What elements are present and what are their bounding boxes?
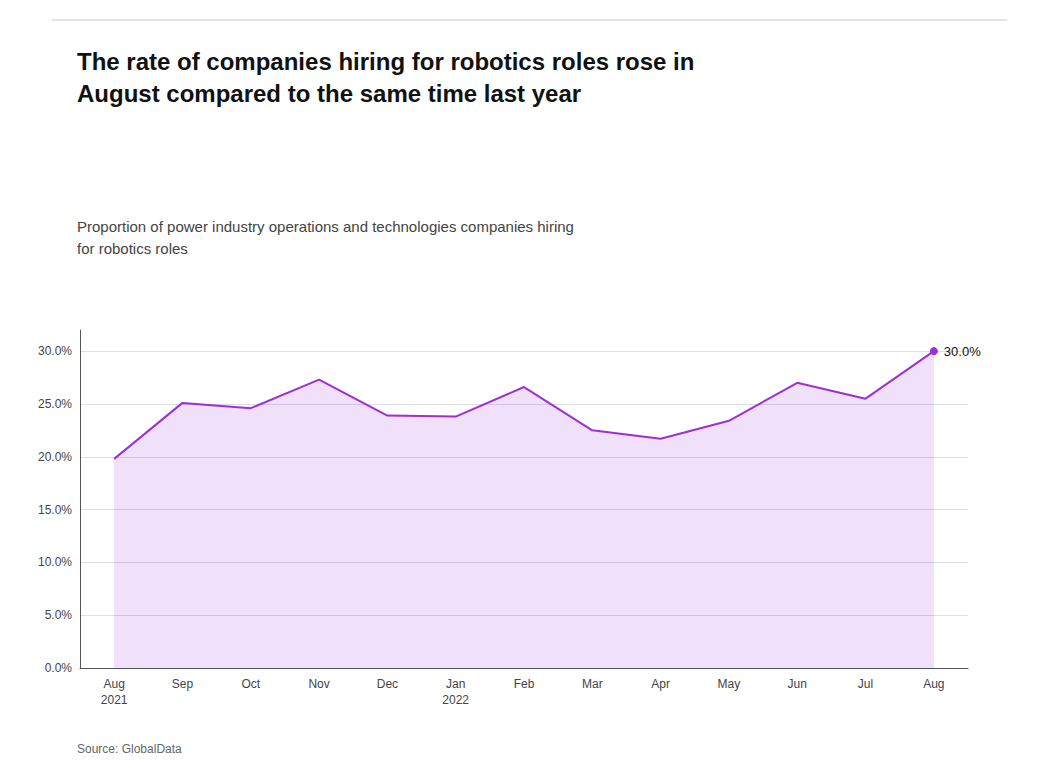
- svg-text:Aug: Aug: [923, 677, 944, 691]
- svg-text:Aug: Aug: [103, 677, 124, 691]
- svg-text:Sep: Sep: [172, 677, 194, 691]
- svg-text:10.0%: 10.0%: [38, 555, 72, 569]
- svg-text:15.0%: 15.0%: [38, 503, 72, 517]
- svg-text:30.0%: 30.0%: [944, 344, 981, 359]
- svg-text:Jan: Jan: [446, 677, 465, 691]
- svg-text:Nov: Nov: [308, 677, 329, 691]
- svg-text:Proportion of power industry o: Proportion of power industry operations …: [77, 218, 574, 235]
- svg-text:Feb: Feb: [514, 677, 535, 691]
- svg-text:August compared to the same ti: August compared to the same time last ye…: [77, 80, 581, 107]
- svg-text:2022: 2022: [442, 693, 469, 707]
- svg-text:Oct: Oct: [241, 677, 260, 691]
- svg-text:Jul: Jul: [858, 677, 873, 691]
- svg-text:May: May: [718, 677, 741, 691]
- svg-text:20.0%: 20.0%: [38, 450, 72, 464]
- svg-text:2021: 2021: [101, 693, 128, 707]
- svg-text:for robotics roles: for robotics roles: [77, 240, 188, 257]
- svg-text:0.0%: 0.0%: [45, 661, 73, 675]
- svg-text:30.0%: 30.0%: [38, 344, 72, 358]
- svg-text:5.0%: 5.0%: [45, 608, 73, 622]
- svg-text:Source: GlobalData: Source: GlobalData: [77, 742, 182, 756]
- svg-text:The rate of companies hiring f: The rate of companies hiring for robotic…: [77, 48, 694, 75]
- svg-text:Apr: Apr: [651, 677, 670, 691]
- svg-text:25.0%: 25.0%: [38, 397, 72, 411]
- svg-text:Jun: Jun: [788, 677, 807, 691]
- svg-text:Mar: Mar: [582, 677, 603, 691]
- svg-text:Dec: Dec: [377, 677, 398, 691]
